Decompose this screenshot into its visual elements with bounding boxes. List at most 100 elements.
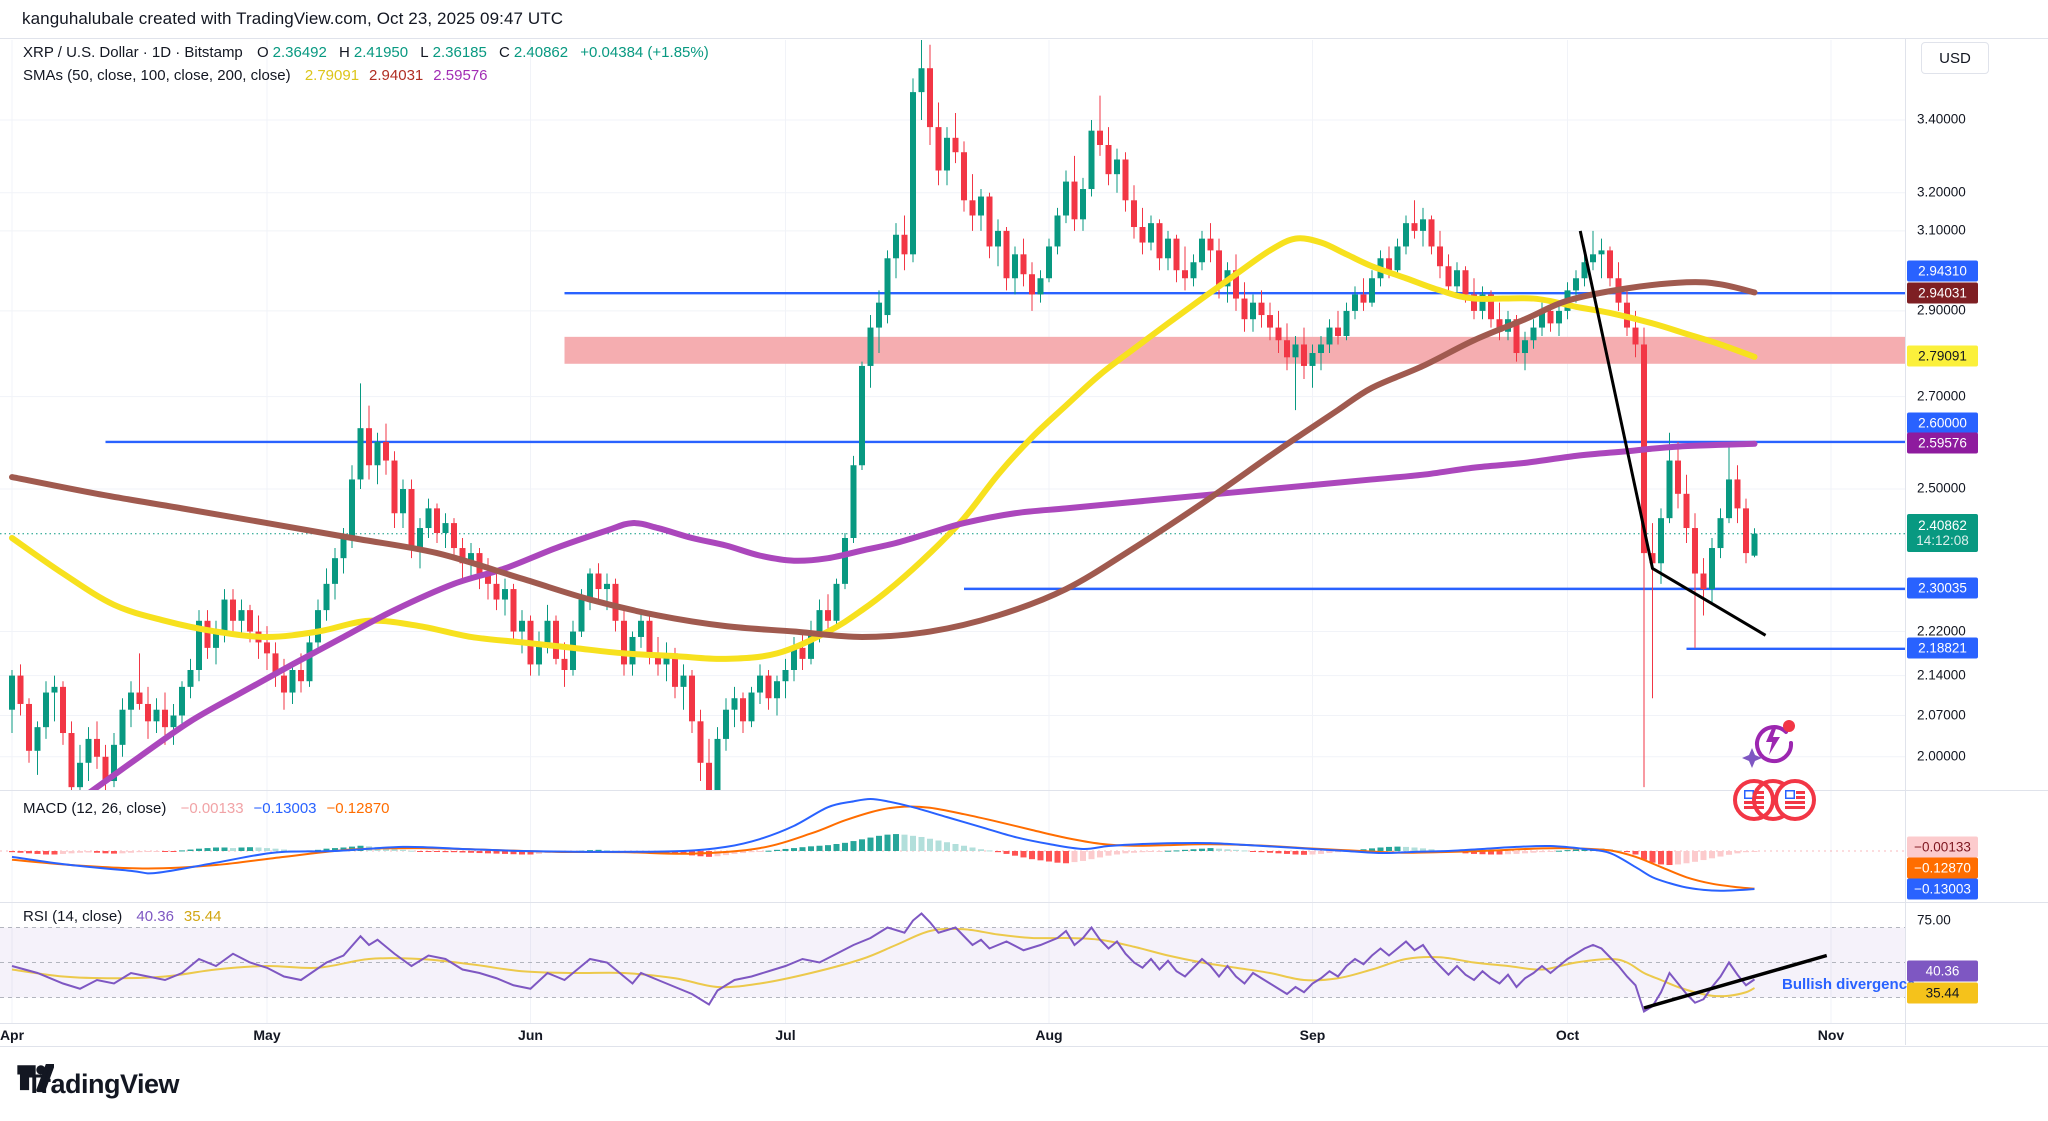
candle [833, 583, 840, 621]
chart-frame[interactable] [0, 38, 2048, 1047]
candle [400, 489, 406, 514]
time-axis-label[interactable]: Oct [1555, 1027, 1580, 1043]
pane-divider-rsi[interactable] [0, 902, 2048, 903]
pane-divider-macd[interactable] [0, 790, 2048, 791]
macd-label[interactable]: MACD (12, 26, close) [23, 800, 167, 817]
chart-canvas[interactable] [0, 39, 2048, 1046]
macd-histogram-bar [791, 848, 797, 851]
macd-histogram-bar [1726, 851, 1732, 855]
candle [77, 762, 83, 788]
macd-histogram-bar [527, 851, 534, 855]
macd-histogram-bar [9, 851, 15, 853]
macd-histogram-bar [85, 851, 92, 853]
time-axis-label[interactable]: Nov [1817, 1027, 1845, 1043]
candle [1080, 189, 1086, 220]
macd-histogram-bar [740, 851, 746, 854]
sma-legend[interactable]: SMAs (50, close, 100, close, 200, close)… [23, 67, 498, 84]
macd-histogram-bar [1658, 851, 1664, 865]
candle [315, 610, 321, 643]
candle [145, 703, 151, 722]
ai-spark-icon[interactable] [1742, 712, 1800, 770]
tradingview-watermark[interactable]: TradingView [16, 1064, 180, 1104]
macd-histogram-bar [519, 851, 525, 855]
rsi-label[interactable]: RSI (14, close) [23, 908, 123, 925]
candle [952, 137, 959, 153]
candle [238, 610, 245, 621]
candle [434, 508, 440, 534]
time-axis-label[interactable]: May [253, 1027, 281, 1043]
macd-histogram-bar [1581, 848, 1588, 851]
time-axis-label[interactable]: Sep [1299, 1027, 1326, 1043]
candle [1488, 294, 1494, 320]
macd-histogram-bar [1122, 851, 1129, 854]
current-price-badge[interactable]: 2.40862 14:12:08 [1907, 513, 1978, 552]
attribution-text: kanguhalubale created with TradingView.c… [22, 9, 564, 28]
macd-histogram-bar [111, 851, 117, 854]
usd-coins-icon[interactable] [1733, 778, 1817, 822]
macd-histogram-bar [876, 835, 882, 851]
candle [1513, 319, 1520, 354]
candle [1607, 250, 1613, 279]
price-level-badge[interactable]: 2.18821 [1907, 637, 1978, 659]
price-axis-border [1905, 38, 1906, 1045]
candle [808, 631, 814, 659]
macd-histogram-bar [272, 848, 279, 851]
macd-histogram-bar [510, 851, 517, 855]
candle [1088, 130, 1095, 190]
price-level-badge[interactable]: 2.94310 [1907, 260, 1978, 282]
candle [1029, 274, 1035, 295]
time-axis-label[interactable]: Jul [775, 1027, 796, 1043]
macd-histogram-bar [60, 851, 66, 854]
macd-histogram-bar [230, 848, 236, 851]
candle [799, 647, 806, 659]
candle [1411, 223, 1418, 231]
price-level-badge[interactable]: 2.79091 [1907, 345, 1978, 367]
macd-histogram-bar [1360, 849, 1367, 851]
candle [136, 692, 143, 704]
macd-histogram-bar [1394, 846, 1401, 851]
rsi-pane [0, 912, 1905, 1014]
price-level-badge[interactable]: 2.30035 [1907, 577, 1978, 599]
macd-histogram-bar [816, 845, 823, 851]
candle [94, 738, 100, 757]
candle [196, 620, 202, 670]
candle [536, 642, 542, 665]
macd-histogram-bar [145, 851, 151, 852]
sma-label[interactable]: SMAs (50, close, 100, close, 200, close) [23, 67, 291, 84]
rsi-axis-tick: 75.00 [1917, 912, 1951, 928]
price-level-badge[interactable]: 2.59576 [1907, 432, 1978, 454]
macd-histogram-bar [774, 849, 780, 851]
price-level-badge[interactable]: 2.94031 [1907, 282, 1978, 304]
candle [425, 508, 432, 529]
candle [918, 68, 925, 93]
bullish-divergence-annotation[interactable]: Bullish divergence [1782, 976, 1916, 993]
macd-histogram-bar [1488, 851, 1494, 855]
macd-histogram-bar [1700, 851, 1707, 861]
rsi-pane-legend[interactable]: RSI (14, close) 40.36 35.44 [23, 908, 231, 925]
macd-histogram-bar [1216, 848, 1222, 851]
symbol-title[interactable]: XRP / U.S. Dollar · 1D · Bitstamp [23, 44, 243, 61]
macd-histogram-bar [1683, 851, 1690, 864]
macd-histogram-bar [1046, 851, 1052, 862]
time-axis-label[interactable]: Aug [1035, 1027, 1063, 1043]
macd-histogram-bar [94, 851, 100, 853]
sma100-line [9, 279, 1758, 640]
macd-histogram-bar [1250, 851, 1256, 852]
candle [884, 258, 891, 316]
macd-histogram-bar [1717, 851, 1724, 857]
symbol-legend[interactable]: XRP / U.S. Dollar · 1D · Bitstamp O 2.364… [23, 44, 713, 61]
price-level-badge[interactable]: 2.60000 [1907, 412, 1978, 434]
macd-histogram-bar [1156, 851, 1163, 852]
candle [85, 738, 92, 763]
time-axis-label[interactable]: Apr [0, 1027, 25, 1043]
time-axis[interactable] [0, 1023, 2048, 1046]
macd-pane-legend[interactable]: MACD (12, 26, close) −0.00133 −0.13003 −0.… [23, 800, 400, 817]
currency-toggle-button[interactable]: USD [1921, 42, 1989, 74]
candle [587, 573, 593, 600]
candle [893, 234, 899, 259]
candle [1445, 266, 1452, 287]
time-axis-label[interactable]: Jun [518, 1027, 543, 1043]
macd-histogram-bar [1165, 850, 1171, 852]
candle [629, 636, 636, 665]
candle [1420, 219, 1426, 231]
